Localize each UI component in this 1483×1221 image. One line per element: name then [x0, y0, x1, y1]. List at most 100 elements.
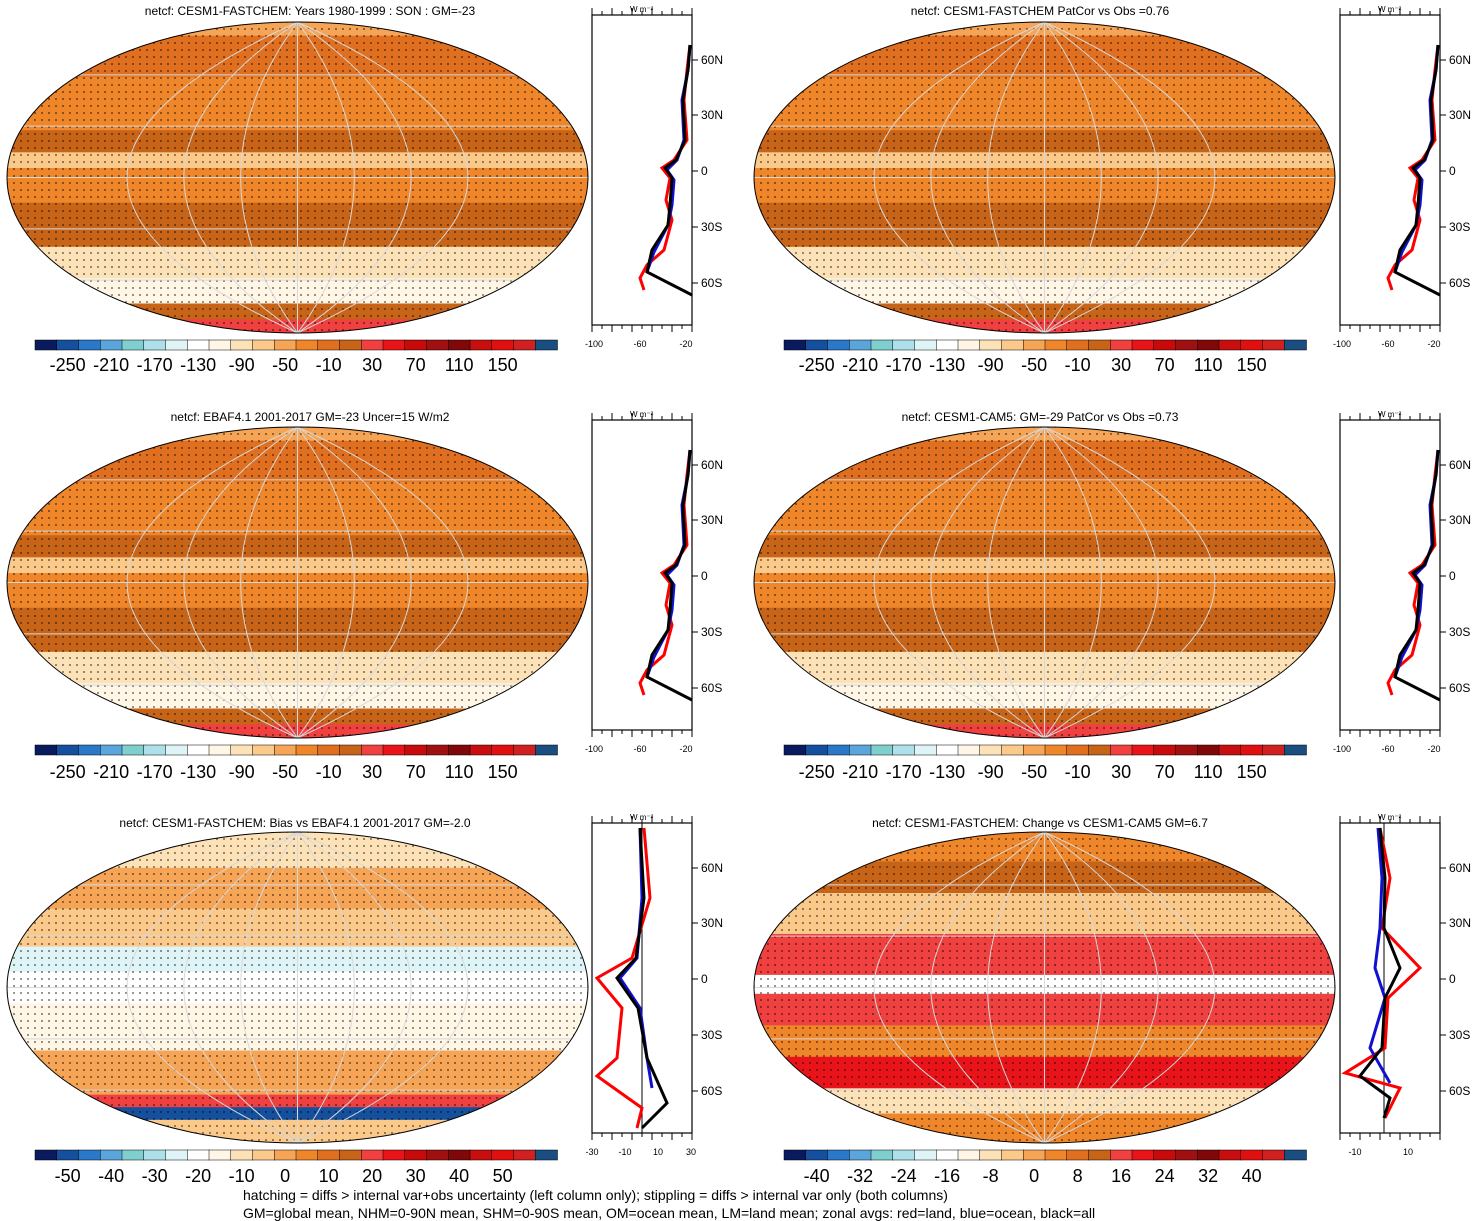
- panel-6-map: [753, 831, 1336, 1144]
- panel-3-colorbar: [34, 744, 558, 756]
- colorbar-swatch: [1131, 744, 1155, 756]
- zonal-xtick-label: 10: [653, 1147, 663, 1157]
- panel-6-title: netcf: CESM1-FASTCHEM: Change vs CESM1-C…: [872, 816, 1208, 830]
- colorbar-swatch: [165, 339, 188, 351]
- colorbar-swatch: [426, 1149, 449, 1161]
- zonal-xtick-label: 10: [1403, 1147, 1413, 1157]
- colorbar-swatch: [1197, 744, 1220, 756]
- colorbar-swatch: [1001, 1149, 1024, 1161]
- colorbar-swatch: [513, 1149, 536, 1161]
- colorbar-label: 40: [1241, 1166, 1262, 1186]
- panel-4-zonal-plot: 60N 30N 0 30S 60S W m⁻² -100 -60 -20: [1333, 410, 1471, 754]
- colorbar-label: -50: [54, 1166, 81, 1186]
- zonal-lat-label: 60N: [1449, 53, 1471, 67]
- colorbar-swatch: [165, 744, 188, 756]
- zonal-lat-label: 60N: [701, 458, 723, 472]
- zonal-lat-label: 60N: [701, 53, 723, 67]
- zonal-units: W m⁻²: [1378, 813, 1402, 822]
- colorbar-swatch: [1153, 1149, 1177, 1161]
- colorbar-swatch: [535, 744, 558, 756]
- colorbar-swatch: [100, 339, 123, 351]
- panel-6-zonal-plot: 60N 30N 0 30S 60S W m⁻² -10 10: [1339, 813, 1471, 1157]
- colorbar-swatch: [208, 1149, 232, 1161]
- colorbar-swatch: [914, 339, 937, 351]
- panel-5-title: netcf: CESM1-FASTCHEM: Bias vs EBAF4.1 2…: [119, 816, 471, 830]
- colorbar-label: -130: [180, 762, 217, 782]
- colorbar-swatch: [1001, 744, 1024, 756]
- zonal-units: W m⁻²: [630, 5, 654, 14]
- panel-1-zonal-plot: 60N 30N 0 30S 60S W m⁻² -100 -60 -20: [585, 5, 723, 349]
- colorbar-swatch: [936, 1149, 959, 1161]
- colorbar-swatch: [56, 339, 80, 351]
- colorbar-swatch: [1240, 339, 1264, 351]
- panel-4-map: [753, 426, 1336, 739]
- zonal-lat-label: 30N: [701, 108, 723, 122]
- colorbar-label: -90: [228, 762, 255, 782]
- colorbar-swatch: [513, 744, 536, 756]
- colorbar-label: 50: [492, 1166, 513, 1186]
- colorbar-label: -40: [803, 1166, 830, 1186]
- zonal-xtick-label: -10: [1348, 1147, 1361, 1157]
- colorbar-swatch: [1240, 1149, 1264, 1161]
- colorbar-swatch: [1023, 339, 1046, 351]
- colorbar-label: -10: [1064, 355, 1091, 375]
- colorbar-swatch: [78, 744, 101, 756]
- colorbar-label: -250: [49, 355, 86, 375]
- colorbar-label: 8: [1072, 1166, 1083, 1186]
- colorbar-swatch: [1044, 339, 1068, 351]
- colorbar-swatch: [469, 744, 493, 756]
- colorbar-label: -130: [180, 355, 217, 375]
- colorbar-swatch: [121, 1149, 145, 1161]
- colorbar-swatch: [143, 1149, 167, 1161]
- colorbar-swatch: [469, 1149, 493, 1161]
- zonal-xtick-label: -60: [1381, 744, 1394, 754]
- colorbar-swatch: [295, 1149, 319, 1161]
- colorbar-label: -210: [842, 762, 879, 782]
- zonal-xtick-label: -20: [679, 339, 692, 349]
- zonal-lat-label: 60S: [1449, 681, 1470, 695]
- colorbar-swatch: [469, 339, 493, 351]
- zonal-lat-label: 60S: [701, 1084, 722, 1098]
- zonal-xtick-label: -60: [633, 339, 646, 349]
- colorbar-swatch: [1131, 1149, 1155, 1161]
- colorbar-swatch: [339, 744, 362, 756]
- panel-4-title: netcf: CESM1-CAM5: GM=-29 PatCor vs Obs …: [901, 410, 1179, 424]
- colorbar-label: 32: [1198, 1166, 1219, 1186]
- colorbar-swatch: [1153, 744, 1177, 756]
- colorbar-label: -40: [98, 1166, 125, 1186]
- colorbar-swatch: [1175, 744, 1198, 756]
- colorbar-label: 20: [362, 1166, 383, 1186]
- colorbar-swatch: [230, 744, 254, 756]
- panel-2-map: [753, 21, 1336, 334]
- colorbar-swatch: [339, 1149, 362, 1161]
- colorbar-label: -170: [885, 355, 922, 375]
- colorbar-label: -90: [977, 355, 1004, 375]
- panel-1-title: netcf: CESM1-FASTCHEM: Years 1980-1999 :…: [144, 4, 476, 18]
- panel-3-zonal-plot: 60N 30N 0 30S 60S W m⁻² -100 -60 -20: [585, 410, 723, 754]
- zonal-lat-label: 60S: [1449, 276, 1470, 290]
- zonal-lat-label: 60S: [701, 681, 722, 695]
- zonal-lat-label: 0: [701, 972, 708, 986]
- panel-3-map: [6, 426, 589, 739]
- colorbar-swatch: [892, 339, 916, 351]
- colorbar-label: 30: [1111, 355, 1132, 375]
- colorbar-label: 150: [1236, 762, 1267, 782]
- zonal-lat-label: 30N: [1449, 916, 1471, 930]
- colorbar-label: -50: [1021, 355, 1048, 375]
- colorbar-label: 150: [487, 762, 518, 782]
- colorbar-swatch: [100, 744, 123, 756]
- colorbar-swatch: [491, 1149, 515, 1161]
- colorbar-label: -250: [798, 762, 835, 782]
- colorbar-label: -130: [929, 355, 966, 375]
- colorbar-swatch: [979, 1149, 1003, 1161]
- colorbar-swatch: [1153, 339, 1177, 351]
- colorbar-swatch: [1175, 339, 1198, 351]
- colorbar-label: -90: [228, 355, 255, 375]
- colorbar-swatch: [1023, 1149, 1046, 1161]
- colorbar-swatch: [382, 744, 406, 756]
- colorbar-label: 150: [1236, 355, 1267, 375]
- colorbar-label: -170: [136, 762, 173, 782]
- zonal-units: W m⁻²: [1378, 5, 1402, 14]
- zonal-xtick-label: 30: [686, 1147, 696, 1157]
- zonal-lat-label: 30N: [701, 916, 723, 930]
